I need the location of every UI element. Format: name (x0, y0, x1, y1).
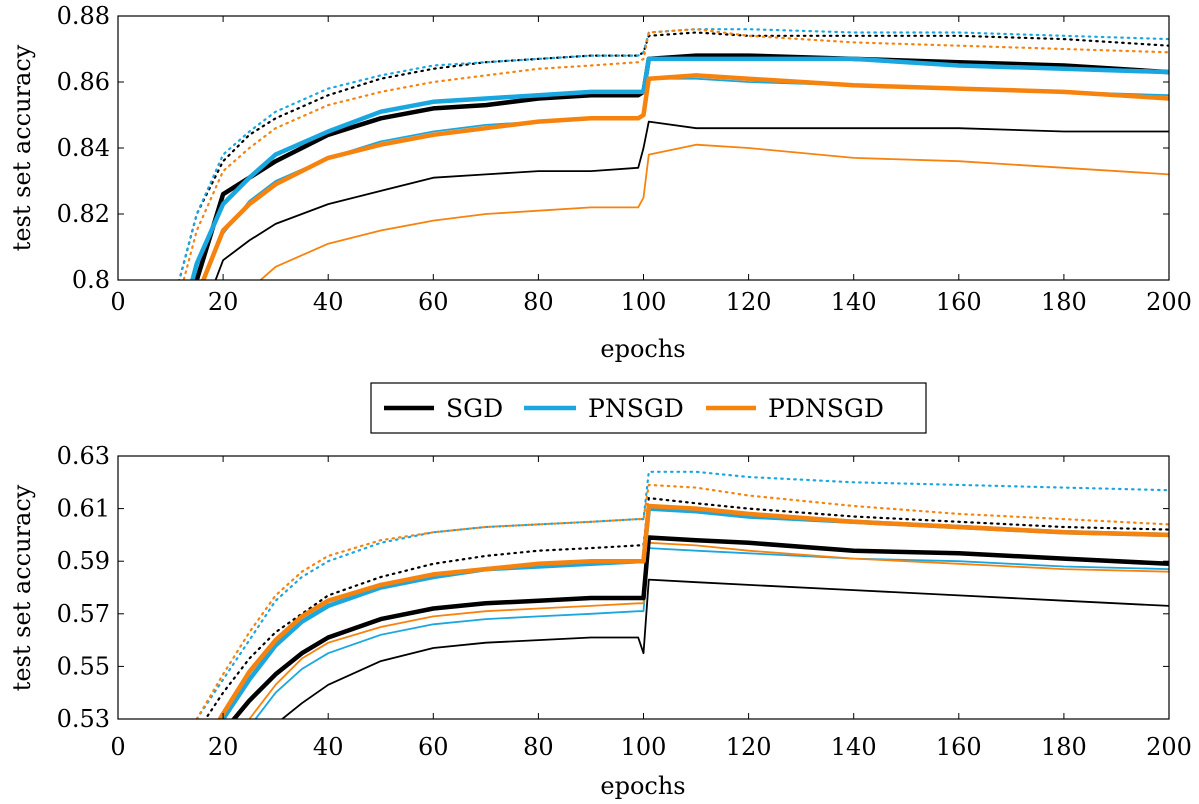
legend-label-sgd: SGD (446, 394, 503, 423)
top-series-lines (178, 28, 1169, 280)
top-series-pnsgd-dotted (178, 28, 1169, 280)
top-y-tick-label: 0.86 (57, 68, 110, 96)
bottom-series-pnsgd-dotted (195, 470, 1169, 719)
bottom-x-tick-label: 160 (936, 733, 982, 761)
bottom-series-sgd-thin (280, 578, 1169, 719)
top-x-tick-label: 120 (726, 288, 772, 316)
bottom-series-sgd-dotted (204, 497, 1169, 719)
top-x-tick-label: 60 (418, 288, 449, 316)
bottom-series-pdnsgd-dotted (195, 483, 1169, 719)
top-series-sgd-thin (214, 120, 1169, 280)
top-x-ticks: 0 20 40 60 80 100 120 140 160 180 200 (110, 16, 1192, 316)
top-x-axis-title: epochs (600, 335, 685, 363)
top-x-tick-label: 100 (621, 288, 667, 316)
bottom-series-lines (195, 470, 1169, 719)
top-series-sgd-thick (194, 53, 1169, 280)
top-x-tick-label: 0 (110, 288, 125, 316)
top-series-sgd-dotted (178, 31, 1169, 280)
top-series-pdnsgd-thin (259, 143, 1169, 280)
legend-box (370, 382, 927, 434)
top-y-tick-label: 0.84 (57, 134, 110, 162)
bottom-x-tick-label: 120 (726, 733, 772, 761)
legend-label-pnsgd: PNSGD (588, 394, 684, 423)
bottom-y-tick-label: 0.61 (57, 495, 110, 523)
top-y-tick-label: 0.88 (57, 2, 110, 30)
top-x-tick-label: 140 (831, 288, 877, 316)
bottom-y-tick-label: 0.63 (57, 442, 110, 470)
top-x-tick-label: 200 (1146, 288, 1192, 316)
top-y-ticks: 0.8 0.82 0.84 0.86 0.88 (57, 2, 1169, 294)
bottom-x-tick-label: 180 (1041, 733, 1087, 761)
top-x-tick-label: 160 (936, 288, 982, 316)
bottom-x-tick-label: 80 (523, 733, 554, 761)
bottom-x-tick-label: 200 (1146, 733, 1192, 761)
bottom-x-tick-label: 40 (313, 733, 344, 761)
bottom-x-tick-label: 60 (418, 733, 449, 761)
top-y-axis-title: test set accuracy (8, 44, 36, 251)
bottom-y-ticks: 0.53 0.55 0.57 0.59 0.61 0.63 (57, 442, 1169, 733)
bottom-y-tick-label: 0.53 (57, 705, 110, 733)
bottom-x-tick-label: 100 (621, 733, 667, 761)
top-series-pdnsgd-dotted (182, 28, 1169, 280)
bottom-x-tick-label: 20 (208, 733, 239, 761)
top-accuracy-chart: 0 20 40 60 80 100 120 140 160 180 200 0.80.820.840… (8, 2, 1192, 363)
bottom-y-axis-title: test set accuracy (8, 484, 36, 691)
bottom-x-ticks: 0 20 40 60 80 100 120 140 160 180 200 (110, 456, 1192, 761)
bottom-accuracy-chart: 0 20 40 60 80 100 120 140 160 180 200 0.53 0.55 0.57… (8, 442, 1192, 800)
top-x-tick-label: 20 (208, 288, 239, 316)
top-y-tick-label: 0.8 (72, 266, 110, 294)
top-x-tick-label: 180 (1041, 288, 1087, 316)
bottom-x-tick-label: 0 (110, 733, 125, 761)
top-series-pdnsgd-thick (200, 73, 1169, 280)
legend-label-pdnsgd: PDNSGD (768, 394, 884, 423)
bottom-series-sgd-thick (231, 535, 1169, 719)
top-y-tick-label: 0.82 (57, 200, 110, 228)
bottom-x-tick-label: 140 (831, 733, 877, 761)
bottom-y-tick-label: 0.59 (57, 547, 110, 575)
bottom-x-axis-title: epochs (600, 772, 685, 800)
bottom-series-pdnsgd-thin (248, 541, 1169, 719)
bottom-y-tick-label: 0.55 (57, 652, 110, 680)
legend: SGD PNSGD PDNSGD (370, 382, 927, 434)
top-series-pnsgd-thick (190, 56, 1169, 280)
top-x-tick-label: 80 (523, 288, 554, 316)
bottom-series-pdnsgd-thick (217, 503, 1169, 719)
top-x-tick-label: 40 (313, 288, 344, 316)
bottom-y-tick-label: 0.57 (57, 600, 110, 628)
